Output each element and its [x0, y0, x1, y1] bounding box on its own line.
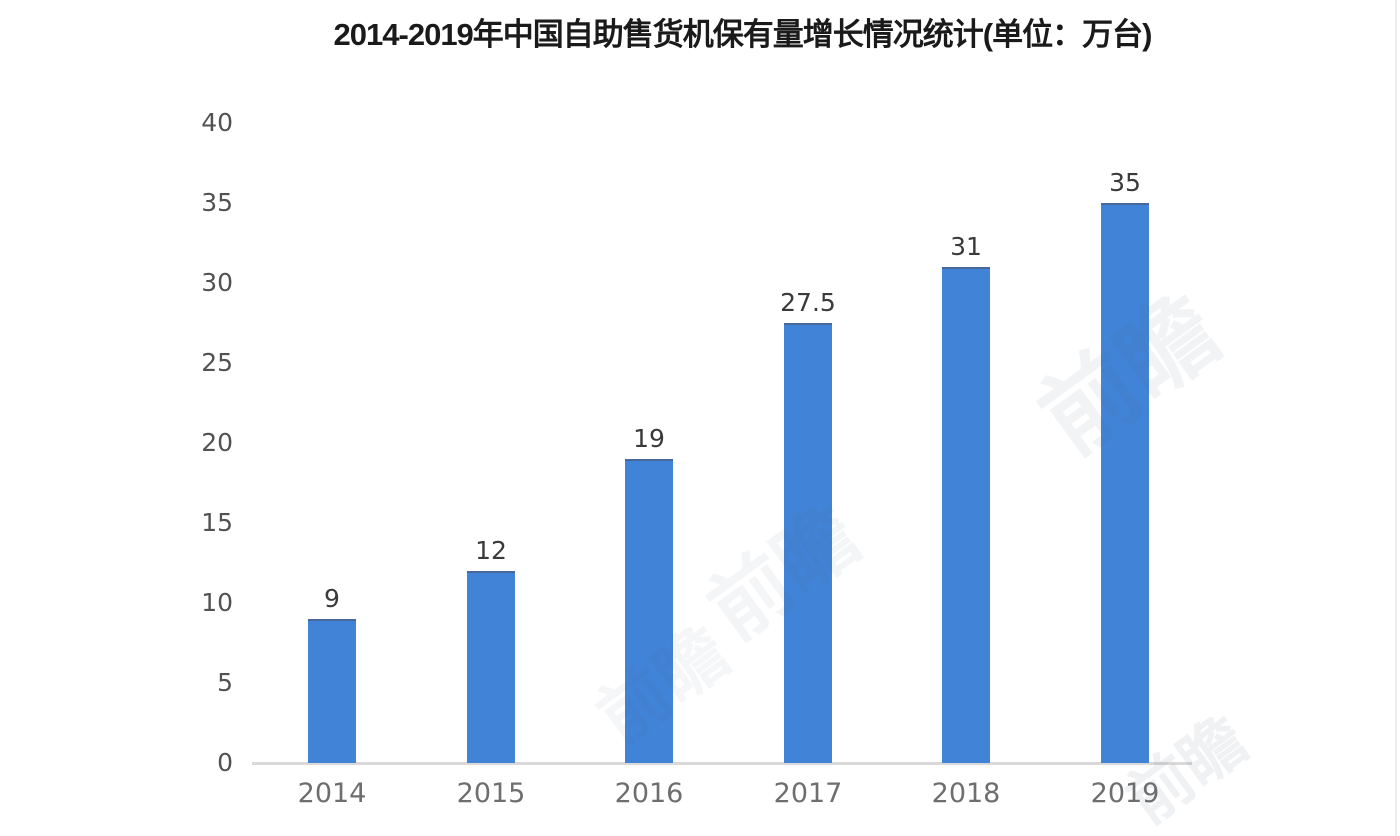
y-axis-tick-label: 10 — [201, 588, 233, 617]
x-axis-label: 2018 — [931, 778, 1001, 809]
bar-2017 — [784, 323, 832, 763]
x-axis-label: 2016 — [614, 778, 684, 809]
x-axis-label: 2017 — [773, 778, 843, 809]
y-axis-tick-label: 40 — [201, 108, 233, 137]
x-axis-line — [252, 762, 1192, 765]
x-axis-label: 2019 — [1090, 778, 1160, 809]
y-axis-tick-label: 15 — [201, 508, 233, 537]
bar-value-label: 35 — [1109, 168, 1141, 197]
bar-2014 — [308, 619, 356, 763]
chart-title: 2014-2019年中国自助售货机保有量增长情况统计(单位：万台) — [333, 17, 1153, 52]
bar-2015 — [467, 571, 515, 763]
y-axis-tick-label: 35 — [201, 188, 233, 217]
watermark-text: 前瞻 — [681, 474, 879, 662]
y-axis-tick-label: 0 — [217, 748, 233, 777]
bar-value-label: 31 — [950, 232, 982, 261]
bar-2018 — [942, 267, 990, 763]
x-axis-label: 2014 — [297, 778, 367, 809]
y-axis-tick-label: 30 — [201, 268, 233, 297]
bar-2019 — [1101, 203, 1149, 763]
bar-value-label: 27.5 — [780, 288, 836, 317]
bar-value-label: 9 — [324, 584, 340, 613]
bar-value-label: 12 — [475, 536, 507, 565]
y-axis-tick-label: 20 — [201, 428, 233, 457]
y-axis-tick-label: 5 — [217, 668, 233, 697]
x-axis-label: 2015 — [456, 778, 526, 809]
y-axis-tick-label: 25 — [201, 348, 233, 377]
bar-value-label: 19 — [633, 424, 665, 453]
right-edge-line — [1395, 0, 1397, 836]
bar-2016 — [625, 459, 673, 763]
